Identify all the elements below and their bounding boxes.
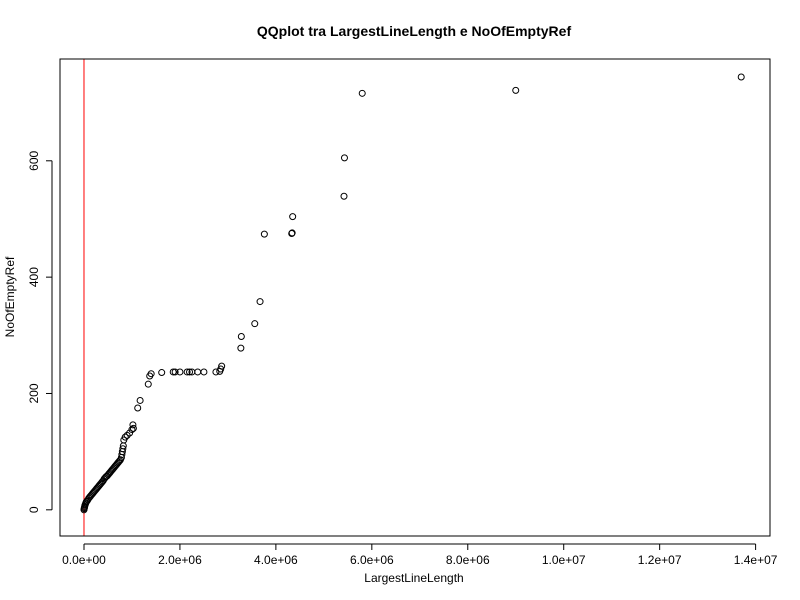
data-point xyxy=(200,368,208,376)
chart-title: QQplot tra LargestLineLength e NoOfEmpty… xyxy=(257,23,572,39)
data-point xyxy=(129,421,137,429)
x-tick-label: 2.0e+06 xyxy=(158,553,202,567)
data-point xyxy=(129,424,137,432)
data-point xyxy=(251,320,259,328)
data-point xyxy=(121,433,129,441)
data-point xyxy=(256,298,264,306)
y-axis: 0 200 400 600 xyxy=(27,150,53,513)
data-point xyxy=(260,230,268,238)
data-point xyxy=(340,154,348,162)
data-point xyxy=(176,368,184,376)
x-tick-label: 0.0e+00 xyxy=(62,553,106,567)
data-point xyxy=(169,368,177,376)
data-point xyxy=(147,370,155,378)
y-tick-label: 400 xyxy=(27,267,41,287)
data-point xyxy=(237,332,245,340)
x-tick-label: 1.4e+07 xyxy=(734,553,778,567)
data-point xyxy=(126,429,134,437)
y-tick-label: 0 xyxy=(27,506,41,513)
plot-area xyxy=(80,59,745,536)
data-point xyxy=(158,369,166,377)
x-tick-label: 6.0e+06 xyxy=(350,553,394,567)
data-point xyxy=(194,368,202,376)
data-point xyxy=(340,192,348,200)
x-axis-label: LargestLineLength xyxy=(364,571,463,585)
data-point xyxy=(119,445,127,453)
data-point xyxy=(737,73,745,81)
data-point xyxy=(115,457,123,465)
data-point xyxy=(358,89,366,97)
data-point xyxy=(171,368,179,376)
data-point xyxy=(237,344,245,352)
data-point xyxy=(183,368,191,376)
y-tick-label: 200 xyxy=(27,383,41,403)
x-tick-label: 1.2e+07 xyxy=(638,553,682,567)
data-point xyxy=(512,86,520,94)
data-point xyxy=(186,368,194,376)
data-point xyxy=(218,362,226,370)
data-point xyxy=(128,426,136,434)
x-tick-label: 4.0e+06 xyxy=(254,553,298,567)
data-point xyxy=(289,213,297,221)
plot-frame xyxy=(59,58,771,537)
x-tick-label: 8.0e+06 xyxy=(446,553,490,567)
data-point xyxy=(217,365,225,373)
x-axis: 0.0e+00 2.0e+06 4.0e+06 6.0e+06 8.0e+06 1.0e+… xyxy=(62,543,778,567)
data-point xyxy=(123,431,131,439)
data-point xyxy=(288,229,296,237)
data-point xyxy=(144,380,152,388)
y-tick-label: 600 xyxy=(27,150,41,170)
y-axis-label: NoOfEmptyRef xyxy=(3,256,17,337)
data-point xyxy=(136,396,144,404)
x-tick-label: 1.0e+07 xyxy=(542,553,586,567)
data-point xyxy=(134,404,142,412)
